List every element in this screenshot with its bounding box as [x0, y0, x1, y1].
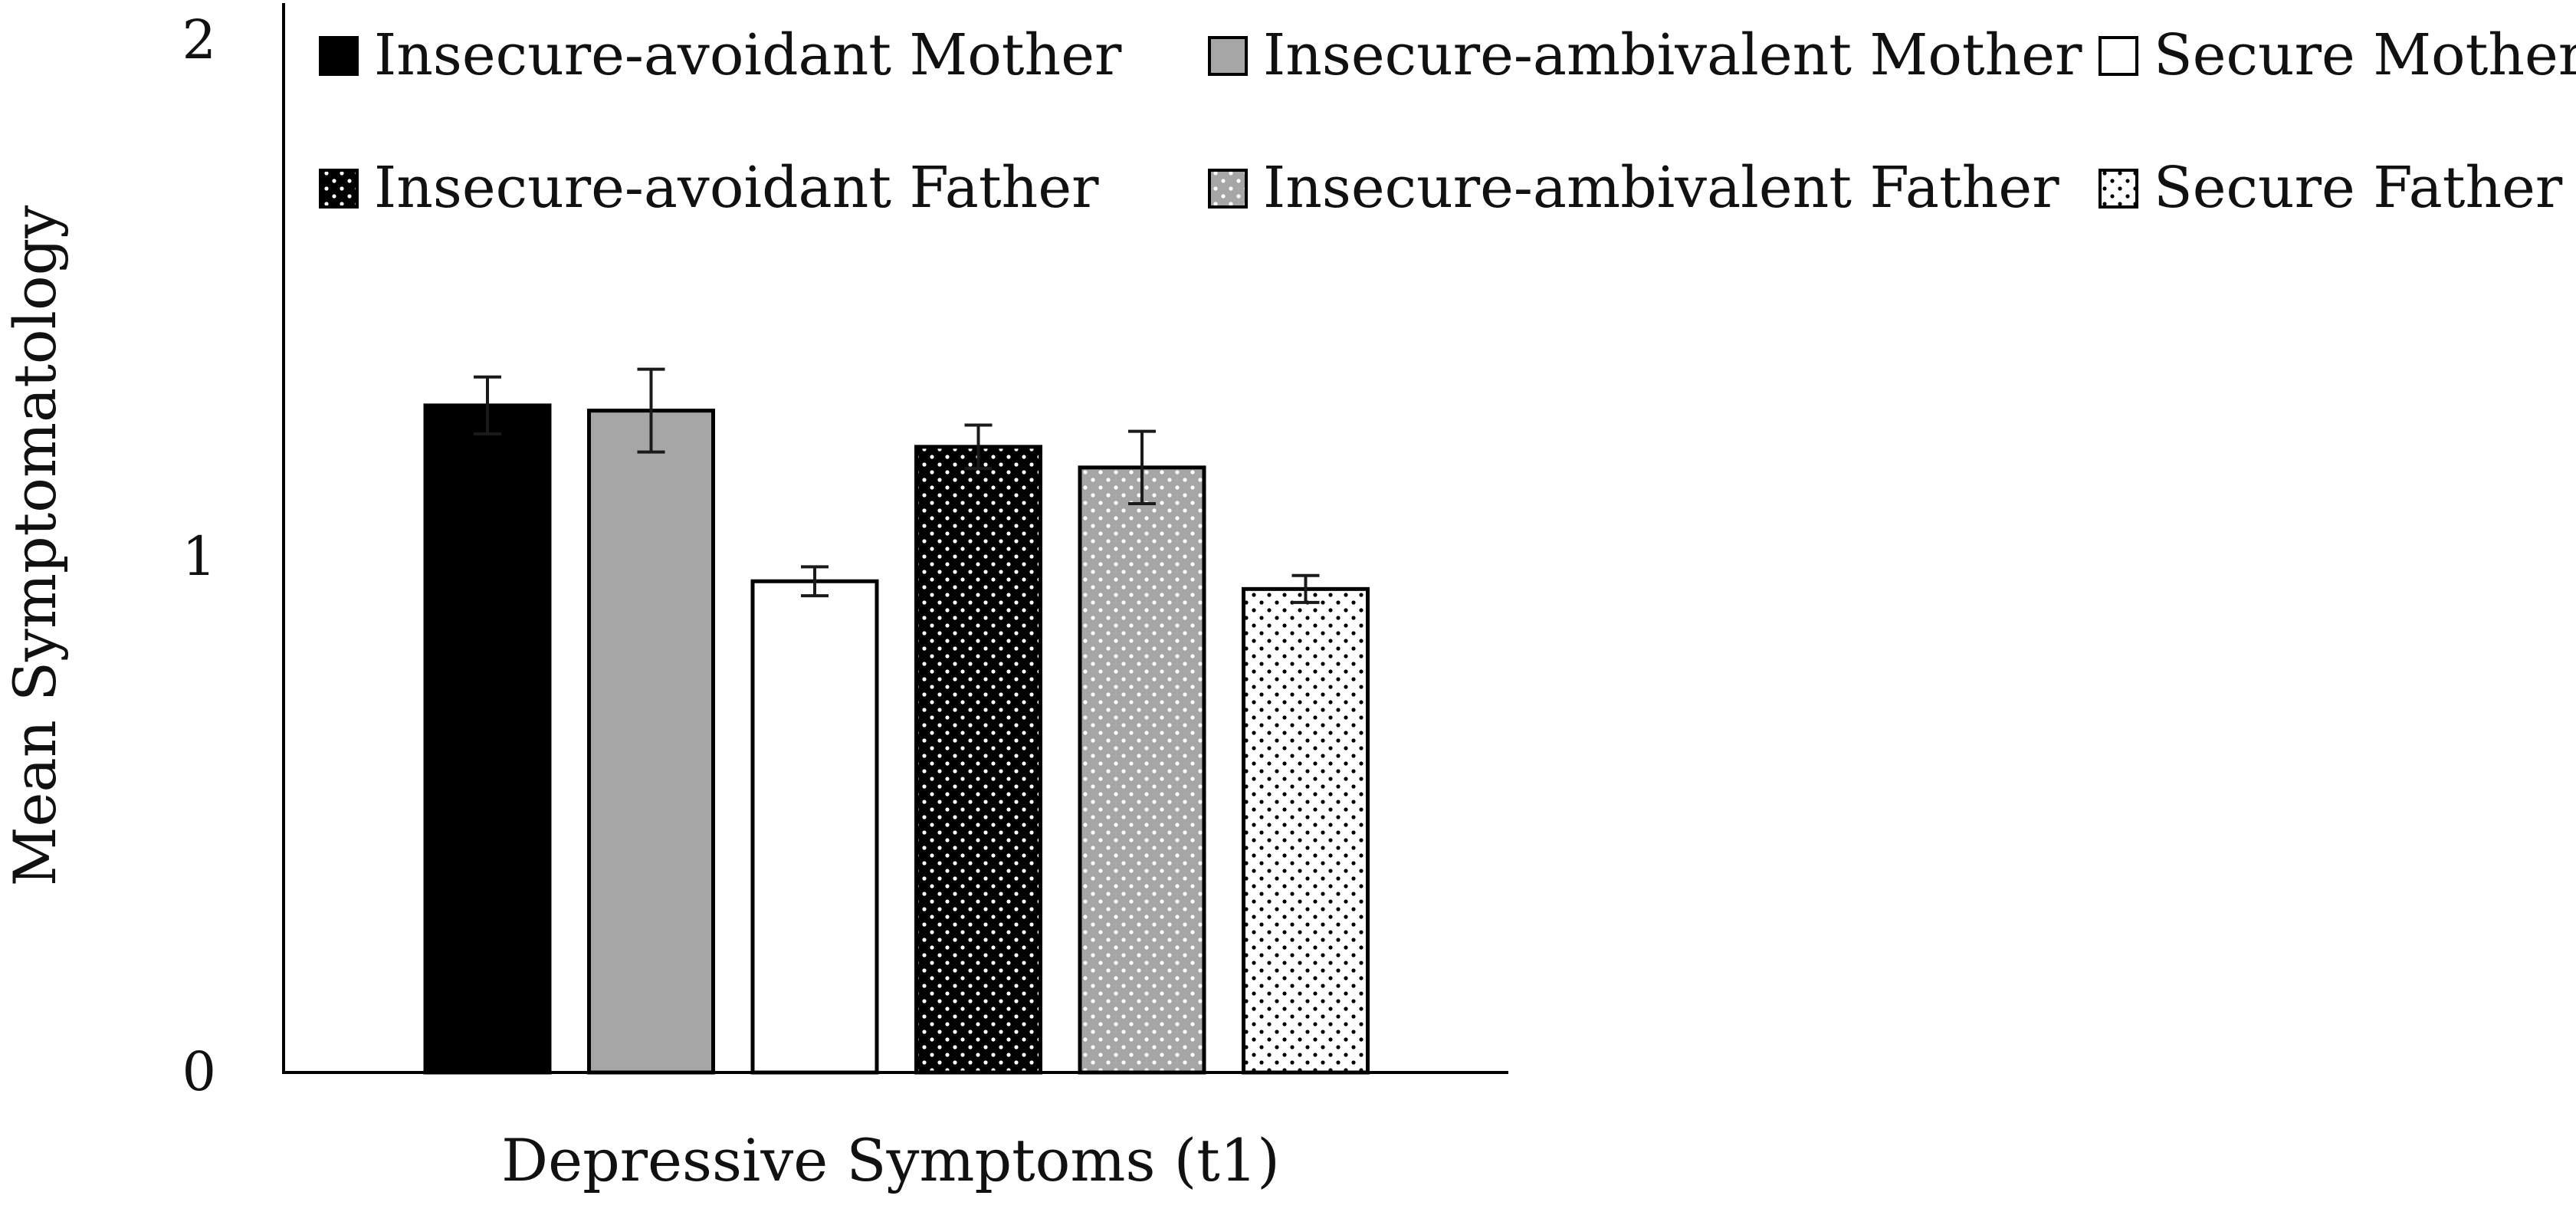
- legend-label-insecure-avoidant-father: Insecure-avoidant Father: [374, 155, 1099, 221]
- bar-insecure-ambivalent-mother: [587, 409, 715, 1075]
- y-tick-label-2: 2: [182, 8, 216, 71]
- legend: Insecure-avoidant Mother Insecure-ambiva…: [319, 22, 2576, 221]
- error-bar-insecure-ambivalent-mother: [637, 367, 665, 454]
- x-axis-title: Depressive Symptoms (t1): [501, 1126, 1280, 1194]
- bars-layer: [423, 403, 1370, 1075]
- error-bar-insecure-avoidant-father: [964, 423, 993, 471]
- bar-secure-mother: [750, 579, 879, 1075]
- legend-item-insecure-avoidant-father: Insecure-avoidant Father: [319, 155, 1099, 221]
- y-tick-label-1: 1: [182, 525, 216, 588]
- legend-item-insecure-ambivalent-father: Insecure-ambivalent Father: [1208, 155, 2059, 221]
- error-bar-insecure-avoidant-mother: [474, 375, 501, 435]
- legend-label-secure-father: Secure Father: [2154, 155, 2563, 221]
- legend-item-insecure-ambivalent-mother: Insecure-ambivalent Mother: [1208, 22, 2082, 88]
- legend-label-secure-mother: Secure Mother: [2154, 22, 2576, 88]
- legend-swatch-insecure-ambivalent-mother: [1208, 36, 1248, 76]
- legend-swatch-insecure-avoidant-father: [319, 169, 359, 209]
- legend-item-insecure-avoidant-mother: Insecure-avoidant Mother: [319, 22, 1122, 88]
- legend-label-insecure-avoidant-mother: Insecure-avoidant Mother: [374, 22, 1122, 88]
- legend-swatch-insecure-avoidant-mother: [319, 36, 359, 76]
- bar-insecure-avoidant-father: [914, 445, 1042, 1075]
- error-bars-layer: [474, 367, 1320, 604]
- error-bar-secure-mother: [801, 565, 829, 598]
- legend-item-secure-mother: Secure Mother: [2099, 22, 2576, 88]
- legend-item-secure-father: Secure Father: [2099, 155, 2563, 221]
- legend-label-insecure-ambivalent-father: Insecure-ambivalent Father: [1263, 155, 2059, 221]
- legend-label-insecure-ambivalent-mother: Insecure-ambivalent Mother: [1263, 22, 2082, 88]
- error-bar-secure-father: [1291, 573, 1320, 604]
- bar-insecure-ambivalent-father: [1078, 465, 1206, 1075]
- y-axis-title: Mean Symptomatology: [1, 205, 69, 887]
- error-bar-insecure-ambivalent-father: [1128, 429, 1156, 506]
- y-tick-label-0: 0: [182, 1040, 216, 1103]
- legend-swatch-insecure-ambivalent-father: [1208, 169, 1248, 209]
- legend-swatch-secure-father: [2099, 169, 2138, 209]
- bar-insecure-avoidant-mother: [423, 403, 552, 1075]
- bar-secure-father: [1242, 586, 1370, 1075]
- legend-swatch-secure-mother: [2099, 36, 2138, 76]
